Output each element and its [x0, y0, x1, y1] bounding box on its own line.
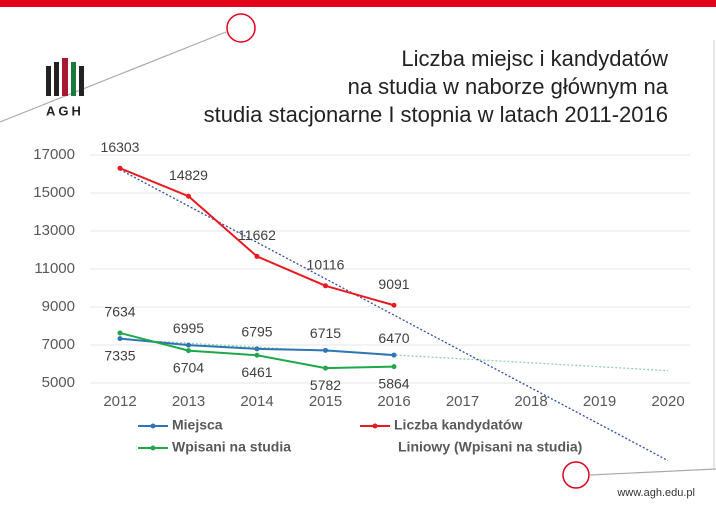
legend-label: Liczba kandydatów	[394, 417, 522, 433]
decor-line	[589, 468, 716, 476]
y-tick-label: 11000	[34, 260, 75, 277]
point	[186, 193, 191, 199]
point	[186, 342, 191, 348]
data-label: 7634	[104, 304, 135, 320]
top-bar	[0, 0, 716, 7]
x-tick-label: 2012	[103, 393, 136, 410]
legend-marker	[150, 445, 156, 451]
y-tick-label: 5000	[42, 374, 75, 391]
legend-label: Miejsca	[172, 417, 223, 433]
x-tick-label: 2020	[651, 393, 684, 410]
decor-line	[0, 31, 227, 123]
footer-url: www.agh.edu.pl	[616, 487, 695, 499]
point	[254, 253, 260, 259]
legend-marker	[150, 423, 156, 429]
y-tick-label: 17000	[33, 146, 75, 163]
x-tick-label: 2015	[309, 393, 342, 410]
point	[323, 347, 328, 353]
data-label: 6715	[310, 325, 341, 341]
point	[323, 365, 328, 371]
point	[186, 348, 191, 354]
data-label: 6995	[173, 320, 204, 336]
x-tick-label: 2014	[240, 393, 273, 410]
legend-label: Wpisani na studia	[172, 439, 291, 455]
data-label: 9091	[378, 276, 409, 292]
point	[391, 302, 397, 308]
y-tick-label: 13000	[33, 222, 75, 239]
legend-label: Liniowy (Wpisani na studia)	[398, 439, 582, 455]
trend-line	[119, 169, 669, 462]
legend-marker	[372, 423, 378, 429]
data-label: 14829	[169, 167, 208, 183]
data-label: 6704	[173, 359, 204, 375]
point	[117, 330, 123, 336]
point	[254, 352, 260, 358]
y-tick-label: 7000	[42, 336, 75, 353]
data-label: 6461	[241, 364, 272, 380]
y-tick-label: 15000	[33, 184, 75, 201]
logo: AGH	[46, 58, 84, 118]
y-tick-label: 9000	[42, 298, 75, 315]
data-label: 16303	[101, 139, 140, 155]
point	[391, 364, 397, 370]
point	[254, 346, 260, 352]
decor-circle	[226, 13, 256, 43]
decor-circle	[562, 461, 590, 489]
x-tick-label: 2016	[377, 393, 410, 410]
data-label: 6470	[378, 330, 409, 346]
data-label: 11662	[238, 227, 276, 243]
logo-text: AGH	[46, 103, 84, 118]
point	[391, 352, 397, 358]
data-label: 7335	[104, 347, 135, 363]
point	[323, 283, 328, 289]
point	[117, 165, 123, 171]
data-label: 5782	[310, 377, 341, 393]
chart-title: na studia w naborze głównym na	[348, 74, 669, 99]
chart-title: studia stacjonarne I stopnia w latach 20…	[204, 102, 668, 127]
x-tick-label: 2013	[172, 393, 205, 410]
point	[117, 336, 123, 342]
data-label: 5864	[378, 375, 409, 391]
data-label: 10116	[307, 256, 345, 272]
trend-line	[119, 338, 669, 372]
x-tick-label: 2019	[583, 393, 616, 410]
x-tick-label: 2018	[514, 393, 547, 410]
chart-title: Liczba miejsc i kandydatów	[401, 46, 668, 71]
x-tick-label: 2017	[446, 393, 479, 410]
data-label: 6795	[241, 324, 272, 340]
